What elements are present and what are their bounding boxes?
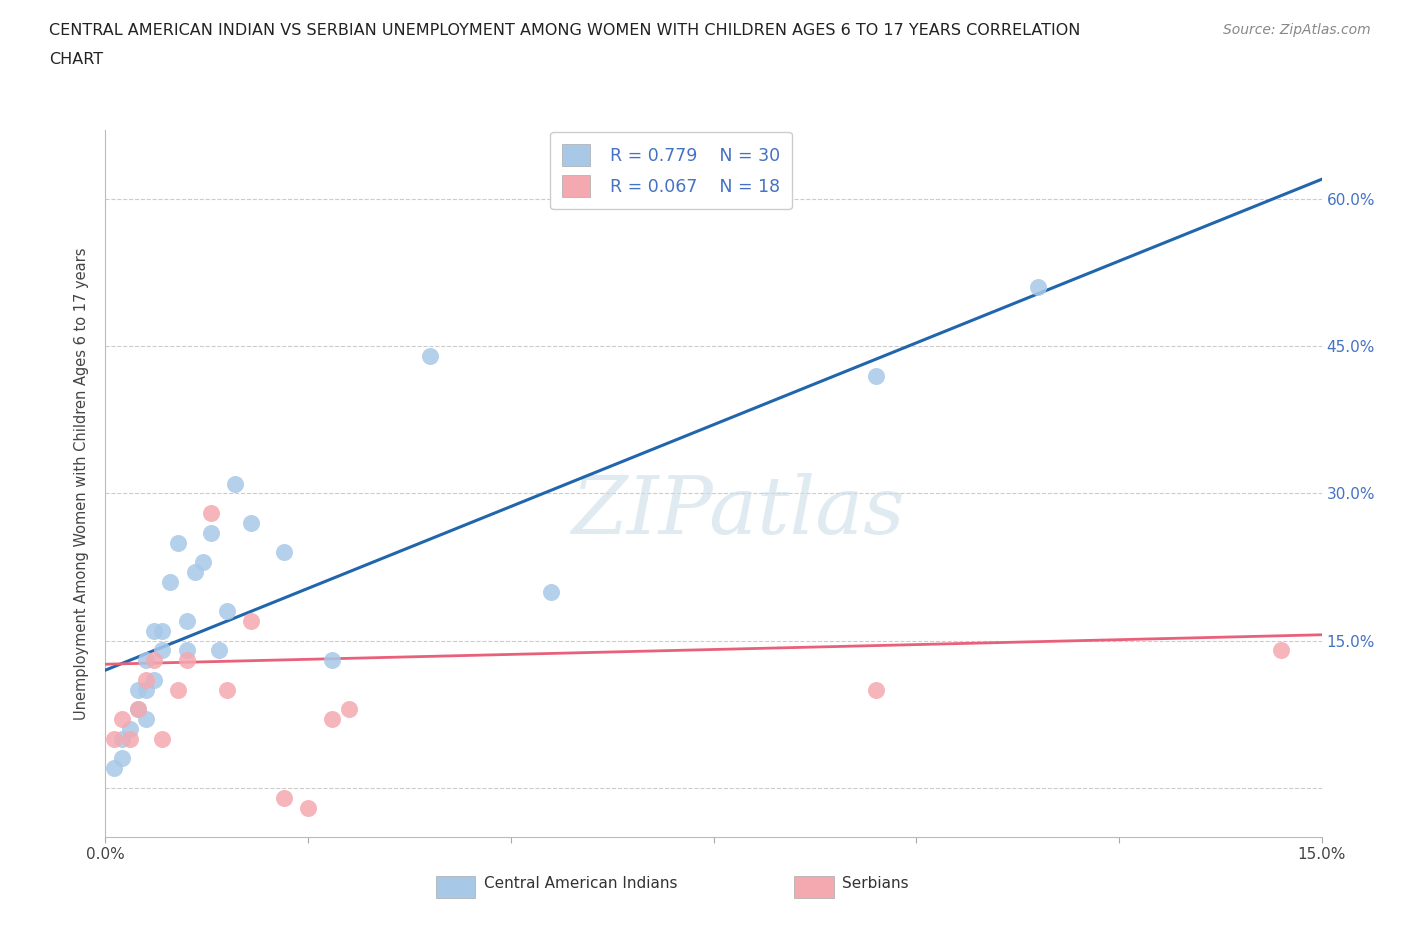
- Point: [118, 722, 141, 737]
- Point: [159, 575, 181, 590]
- Point: [337, 702, 360, 717]
- Point: [217, 683, 239, 698]
- Point: [176, 643, 198, 658]
- Legend:   R = 0.779    N = 30,   R = 0.067    N = 18: R = 0.779 N = 30, R = 0.067 N = 18: [550, 132, 792, 209]
- Point: [103, 731, 125, 746]
- Text: CHART: CHART: [49, 52, 103, 67]
- Point: [321, 711, 343, 726]
- Point: [217, 604, 239, 618]
- Point: [150, 623, 173, 638]
- Point: [127, 702, 149, 717]
- Point: [143, 653, 166, 668]
- Point: [176, 614, 198, 629]
- Text: Source: ZipAtlas.com: Source: ZipAtlas.com: [1223, 23, 1371, 37]
- Point: [200, 506, 222, 521]
- Point: [118, 731, 141, 746]
- Point: [865, 683, 887, 698]
- Point: [297, 800, 319, 815]
- Point: [191, 554, 214, 569]
- Point: [143, 672, 166, 687]
- Point: [111, 751, 134, 766]
- Point: [176, 653, 198, 668]
- Point: [167, 683, 190, 698]
- Point: [111, 711, 134, 726]
- Point: [143, 623, 166, 638]
- Point: [200, 525, 222, 540]
- Point: [540, 584, 562, 599]
- Point: [419, 349, 441, 364]
- Point: [1026, 280, 1049, 295]
- Text: Central American Indians: Central American Indians: [484, 876, 678, 891]
- Point: [1270, 643, 1292, 658]
- Point: [127, 683, 149, 698]
- Point: [135, 653, 157, 668]
- Point: [183, 565, 205, 579]
- Point: [150, 643, 173, 658]
- Point: [273, 545, 295, 560]
- Point: [103, 761, 125, 776]
- Point: [321, 653, 343, 668]
- Point: [135, 672, 157, 687]
- Point: [273, 790, 295, 805]
- Point: [135, 683, 157, 698]
- Point: [865, 368, 887, 383]
- Text: ZIPatlas: ZIPatlas: [571, 473, 904, 551]
- Text: CENTRAL AMERICAN INDIAN VS SERBIAN UNEMPLOYMENT AMONG WOMEN WITH CHILDREN AGES 6: CENTRAL AMERICAN INDIAN VS SERBIAN UNEMP…: [49, 23, 1081, 38]
- Point: [224, 476, 246, 491]
- Point: [135, 711, 157, 726]
- Point: [167, 535, 190, 550]
- Point: [150, 731, 173, 746]
- Text: Serbians: Serbians: [842, 876, 908, 891]
- Point: [208, 643, 231, 658]
- Point: [111, 731, 134, 746]
- Point: [240, 515, 263, 530]
- Point: [127, 702, 149, 717]
- Point: [240, 614, 263, 629]
- Y-axis label: Unemployment Among Women with Children Ages 6 to 17 years: Unemployment Among Women with Children A…: [75, 247, 90, 720]
